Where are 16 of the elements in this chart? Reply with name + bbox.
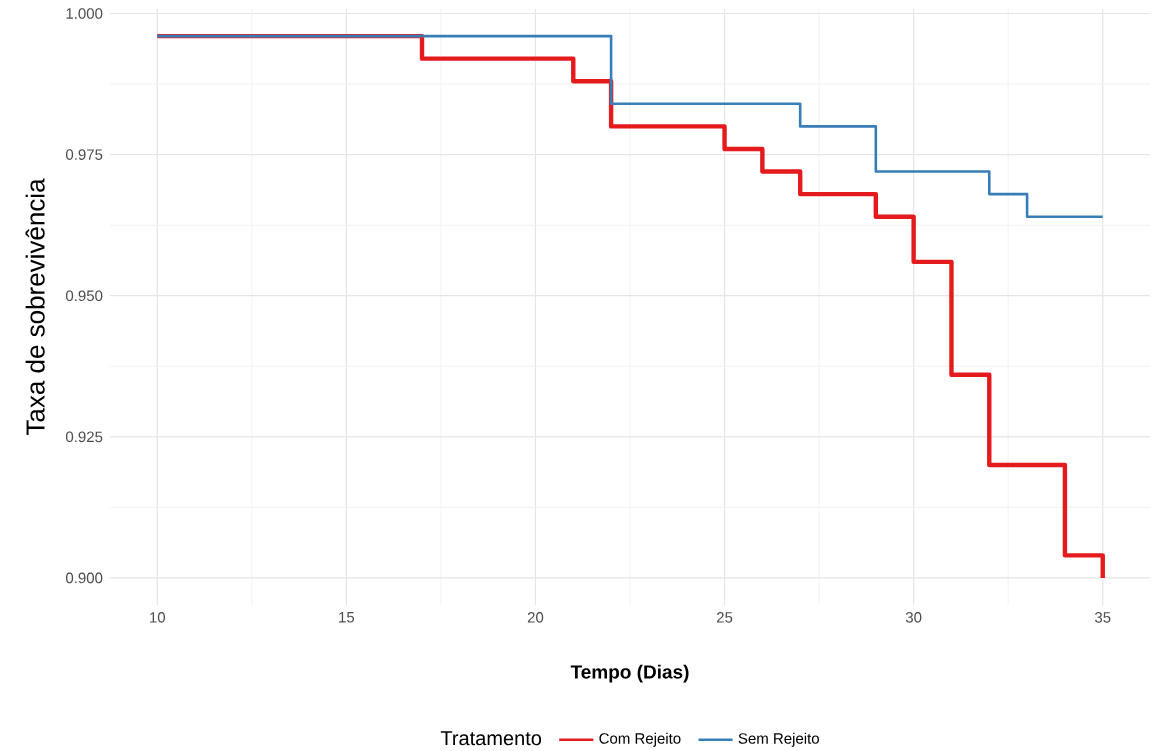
y-axis-title: Taxa de sobrevivência	[25, 178, 45, 436]
x-axis-title: Tempo (Dias)	[570, 664, 689, 683]
legend-label: Sem Rejeito	[738, 732, 819, 747]
y-tick-label: 1.000	[66, 8, 103, 19]
y-tick-label: 0.950	[66, 290, 103, 302]
y-tick-label: 0.900	[66, 572, 103, 584]
x-tick-label: 15	[339, 612, 355, 623]
x-tick-label: 25	[716, 612, 733, 623]
y-tick-label: 0.975	[66, 149, 103, 160]
x-tick-label: 10	[150, 612, 166, 623]
y-tick-label: 0.925	[66, 431, 103, 443]
x-tick-label: 20	[527, 612, 544, 623]
legend-label: Com Rejeito	[599, 732, 681, 747]
legend-title: Tratamento	[440, 731, 542, 746]
x-tick-label: 30	[905, 612, 922, 623]
x-tick-label: 35	[1094, 612, 1111, 623]
